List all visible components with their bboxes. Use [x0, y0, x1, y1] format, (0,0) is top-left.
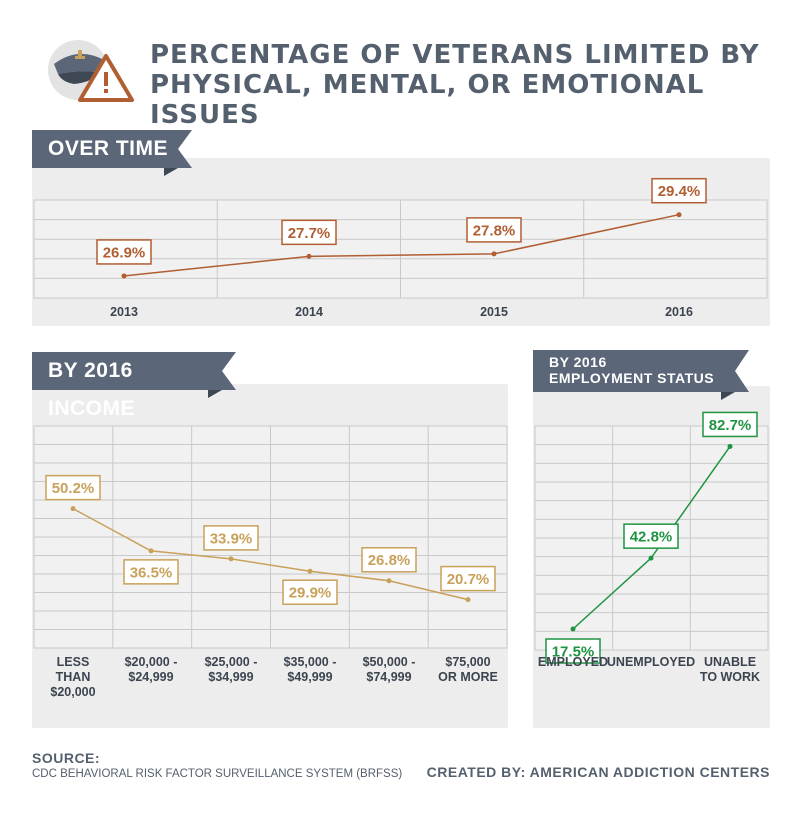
- category-label: $25,000 -$34,999: [205, 655, 258, 684]
- employment-title-line-2: EMPLOYMENT STATUS: [549, 370, 715, 386]
- series-line: [72, 507, 469, 601]
- data-label-box: [282, 579, 338, 605]
- data-label: 82.7%: [709, 417, 752, 434]
- data-point: [228, 556, 234, 562]
- data-point: [307, 568, 313, 574]
- data-point: [491, 251, 497, 257]
- ribbon-fold: [735, 350, 749, 392]
- veteran-cap-warning-icon: [48, 40, 134, 102]
- data-label-box: [203, 525, 259, 551]
- ribbon-fold-shadow: [208, 390, 222, 398]
- category-label: $35,000 -$49,999: [284, 655, 337, 684]
- category-label: 2013: [110, 305, 138, 319]
- category-label: 2016: [665, 305, 693, 319]
- data-label-box: [281, 219, 337, 246]
- data-point: [465, 597, 471, 603]
- data-label-box: [45, 474, 101, 501]
- data-point: [727, 443, 733, 449]
- data-label: 27.7%: [288, 225, 331, 242]
- data-point: [386, 578, 392, 584]
- data-label-box: [466, 217, 522, 243]
- data-label: 29.9%: [289, 585, 332, 602]
- ribbon-fold: [222, 352, 236, 390]
- category-label: 2015: [480, 305, 508, 319]
- data-label-box: [623, 523, 679, 549]
- ribbon-fold-shadow: [721, 392, 735, 400]
- data-point: [70, 506, 76, 512]
- data-label: 42.8%: [630, 529, 673, 546]
- credit-text: CREATED BY: AMERICAN ADDICTION CENTERS: [426, 764, 770, 780]
- data-point: [306, 253, 312, 259]
- data-point: [648, 555, 654, 561]
- series-line: [123, 213, 680, 277]
- employment-title-line-1: BY 2016: [549, 354, 607, 370]
- data-label-box: [361, 547, 417, 573]
- category-label: UNEMPLOYED: [607, 655, 695, 669]
- data-label: 26.8%: [368, 552, 411, 569]
- ribbon-fold: [178, 130, 192, 168]
- ribbon-fold-shadow: [164, 168, 178, 176]
- data-label-box: [96, 239, 152, 265]
- data-label-box: [545, 638, 601, 664]
- page-title: PERCENTAGE OF VETERANS LIMITED BY PHYSIC…: [150, 40, 760, 130]
- data-label: 26.9%: [103, 244, 146, 261]
- source-label: SOURCE:: [32, 750, 101, 766]
- data-label: 33.9%: [210, 530, 253, 547]
- employment-ribbon: BY 2016 EMPLOYMENT STATUS: [533, 350, 735, 392]
- data-label: 27.8%: [473, 222, 516, 239]
- over-time-chart: 26.9% 27.7% 27.8% 29.4% 2013 2014 2015 2016: [33, 177, 768, 319]
- data-point: [676, 212, 682, 218]
- data-label: 36.5%: [130, 564, 173, 581]
- income-chart: 50.2% 36.5% 33.9% 29.9% 26.8% 20.7% LESS THAN $2…: [33, 425, 508, 699]
- income-ribbon: BY 2016 INCOME: [32, 352, 222, 420]
- data-label: 20.7%: [447, 571, 490, 588]
- over-time-title: OVER TIME: [48, 137, 169, 160]
- data-label: 29.4%: [658, 183, 701, 200]
- data-point: [148, 548, 154, 554]
- category-label: 2014: [295, 305, 323, 319]
- category-label: $50,000 -$74,999: [363, 655, 416, 684]
- data-label-box: [702, 411, 758, 438]
- data-label-box: [123, 559, 179, 585]
- data-point: [570, 626, 576, 632]
- category-label: LESS THAN $20,000: [50, 655, 95, 699]
- data-label: 17.5%: [552, 643, 595, 660]
- category-label: UNABLE TO WORK: [700, 655, 760, 684]
- category-label: $75,000 OR MORE: [438, 655, 498, 684]
- data-label-box: [651, 177, 707, 204]
- source-text: CDC BEHAVIORAL RISK FACTOR SURVEILLANCE …: [32, 768, 403, 780]
- data-point: [121, 273, 127, 279]
- over-time-ribbon: OVER TIME: [32, 130, 178, 168]
- category-label: EMPLOYED: [538, 655, 608, 669]
- category-label: $20,000 -$24,999: [125, 655, 178, 684]
- income-title: BY 2016 INCOME: [48, 359, 135, 420]
- data-label-box: [440, 565, 496, 592]
- data-label: 50.2%: [52, 480, 95, 497]
